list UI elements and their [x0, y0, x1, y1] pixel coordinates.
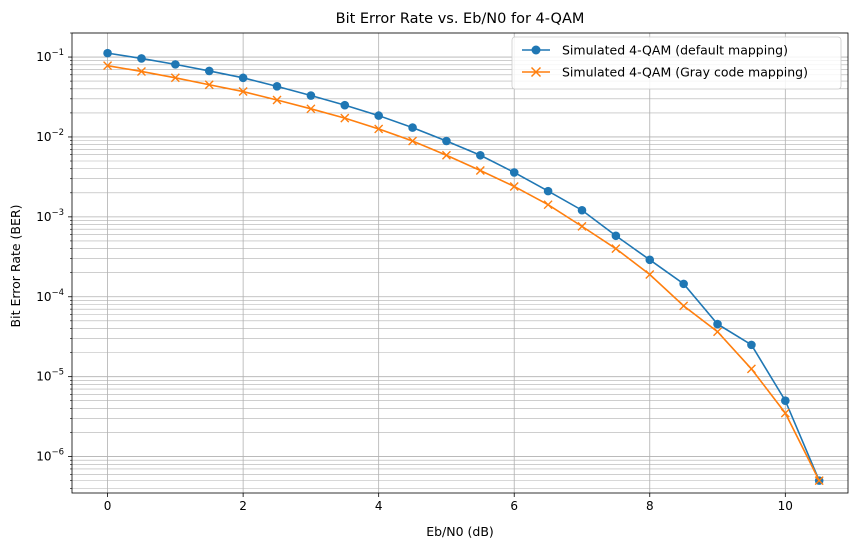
data-point-x [204, 80, 214, 90]
chart-title: Bit Error Rate vs. Eb/N0 for 4-QAM [336, 11, 585, 27]
data-point-x [340, 113, 350, 123]
data-point-x [136, 66, 146, 76]
data-point-circle [442, 136, 451, 146]
data-point-circle [747, 340, 756, 350]
data-point-x [577, 221, 587, 231]
data-point-circle [374, 111, 383, 120]
x-tick-label: 2 [239, 499, 247, 513]
x-tick-label: 10 [778, 499, 793, 513]
data-point-x [170, 73, 180, 83]
data-point-circle [340, 100, 350, 110]
data-point-circle [408, 123, 417, 132]
data-point-circle [713, 319, 722, 329]
data-point-x [103, 61, 113, 71]
data-point-x [272, 95, 282, 105]
data-point-circle [171, 60, 180, 69]
x-tick-label: 0 [104, 499, 112, 513]
legend-marker-gray [530, 66, 542, 78]
data-point-circle [272, 82, 282, 91]
data-point-x [509, 181, 519, 191]
data-point-x [645, 269, 655, 279]
data-point-circle [509, 168, 519, 177]
data-point-circle [238, 73, 248, 83]
data-point-circle [476, 150, 485, 160]
data-point-x [611, 244, 621, 254]
data-point-circle [781, 396, 790, 406]
data-point-x [543, 200, 553, 210]
y-tick-label: 10−4 [36, 288, 64, 304]
legend-label-default: Simulated 4-QAM (default mapping) [562, 43, 788, 58]
data-point-circle [679, 279, 688, 289]
y-ticks: 10−6 10−5 10−4 10−3 10−2 10−1 [36, 32, 72, 489]
data-point-x [408, 136, 418, 146]
data-point-circle [306, 91, 316, 100]
data-point-x [306, 104, 316, 114]
y-tick-label: 10−6 [36, 448, 64, 464]
data-point-circle [577, 205, 587, 215]
y-axis-label: Bit Error Rate (BER) [8, 205, 23, 328]
legend-label-gray: Simulated 4-QAM (Gray code mapping) [562, 65, 808, 80]
x-tick-label: 6 [510, 499, 518, 513]
series-layer [103, 48, 824, 486]
data-point-x [475, 166, 485, 176]
data-point-x [713, 327, 723, 337]
grid-layer [72, 32, 848, 493]
series-line-1 [107, 64, 820, 481]
data-point-circle [611, 231, 621, 241]
data-point-x [238, 87, 248, 97]
data-point-circle [103, 48, 112, 58]
y-tick-label: 10−1 [36, 48, 64, 64]
x-tick-label: 4 [375, 499, 383, 513]
y-tick-label: 10−3 [36, 208, 64, 224]
data-point-circle [543, 186, 553, 196]
plot-frame [71, 32, 849, 494]
y-tick-label: 10−2 [36, 128, 64, 144]
data-point-x [374, 124, 384, 134]
x-axis-label: Eb/N0 (dB) [426, 524, 494, 539]
data-point-x [814, 476, 824, 486]
data-point-circle [137, 54, 146, 63]
x-ticks: 0 2 4 6 8 10 [104, 493, 793, 513]
legend: Simulated 4-QAM (default mapping) Simula… [511, 36, 842, 90]
legend-box [511, 36, 842, 90]
data-point-x [746, 364, 756, 374]
y-tick-label: 10−5 [36, 368, 64, 384]
x-tick-label: 8 [646, 499, 654, 513]
data-point-x [780, 408, 790, 418]
legend-marker-default [531, 45, 541, 55]
data-point-x [441, 150, 451, 160]
data-point-x [679, 301, 689, 311]
series-line-0 [107, 52, 820, 481]
data-point-circle [204, 66, 214, 76]
data-point-circle [645, 255, 655, 265]
